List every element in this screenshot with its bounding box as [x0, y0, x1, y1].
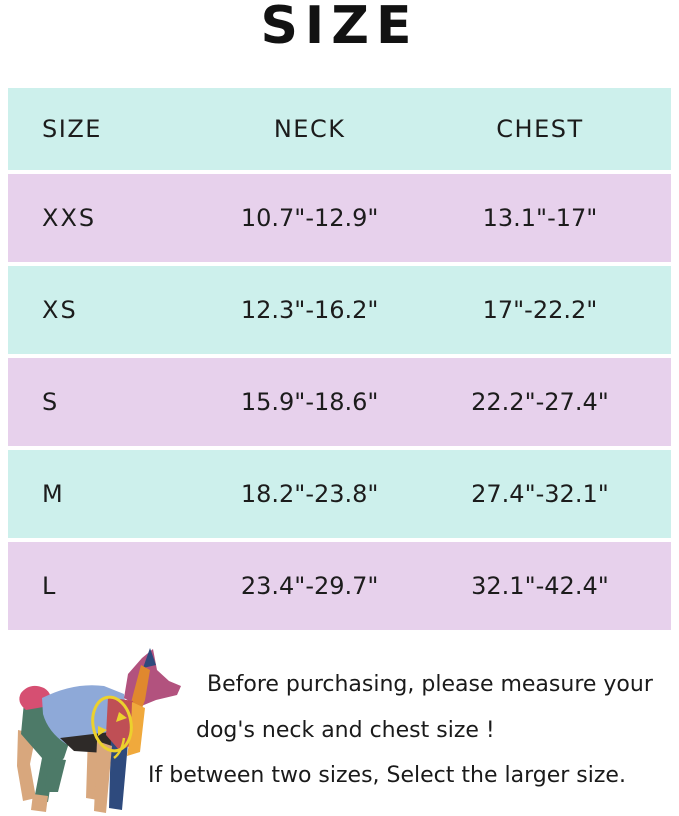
note-line-1: Before purchasing, please measure your [207, 672, 653, 697]
chest-value: 17"-22.2" [482, 296, 598, 324]
dog-measurement-illustration [6, 640, 211, 816]
table-row: XS 12.3"-16.2" 17"-22.2" [8, 266, 671, 354]
neck-value: 15.9"-18.6" [240, 388, 379, 416]
size-label: S [42, 388, 60, 416]
table-header-row: SIZE NECK CHEST [8, 88, 671, 170]
table-row: M 18.2"-23.8" 27.4"-32.1" [8, 450, 671, 538]
table-row: XXS 10.7"-12.9" 13.1"-17" [8, 174, 671, 262]
table-row: L 23.4"-29.7" 32.1"-42.4" [8, 542, 671, 630]
dog-illustration-svg [17, 648, 181, 813]
header-size: SIZE [42, 115, 102, 143]
neck-value: 18.2"-23.8" [240, 480, 379, 508]
page-title: SIZE [260, 0, 419, 56]
note-line-3: If between two sizes, Select the larger … [148, 763, 626, 788]
header-chest: CHEST [496, 115, 584, 143]
size-label: XXS [42, 204, 97, 232]
chest-value: 27.4"-32.1" [471, 480, 609, 508]
chest-value: 22.2"-27.4" [471, 388, 609, 416]
header-neck: NECK [273, 115, 346, 143]
note-line-2: dog's neck and chest size ! [196, 718, 495, 743]
neck-value: 12.3"-16.2" [240, 296, 379, 324]
size-label: L [42, 572, 58, 600]
neck-value: 10.7"-12.9" [240, 204, 379, 232]
table-row: S 15.9"-18.6" 22.2"-27.4" [8, 358, 671, 446]
chest-value: 32.1"-42.4" [471, 572, 609, 600]
neck-value: 23.4"-29.7" [240, 572, 379, 600]
size-table: SIZE NECK CHEST XXS 10.7"-12.9" 13.1"-17… [8, 88, 671, 634]
size-label: M [42, 480, 65, 508]
size-label: XS [42, 296, 78, 324]
chest-value: 13.1"-17" [482, 204, 598, 232]
